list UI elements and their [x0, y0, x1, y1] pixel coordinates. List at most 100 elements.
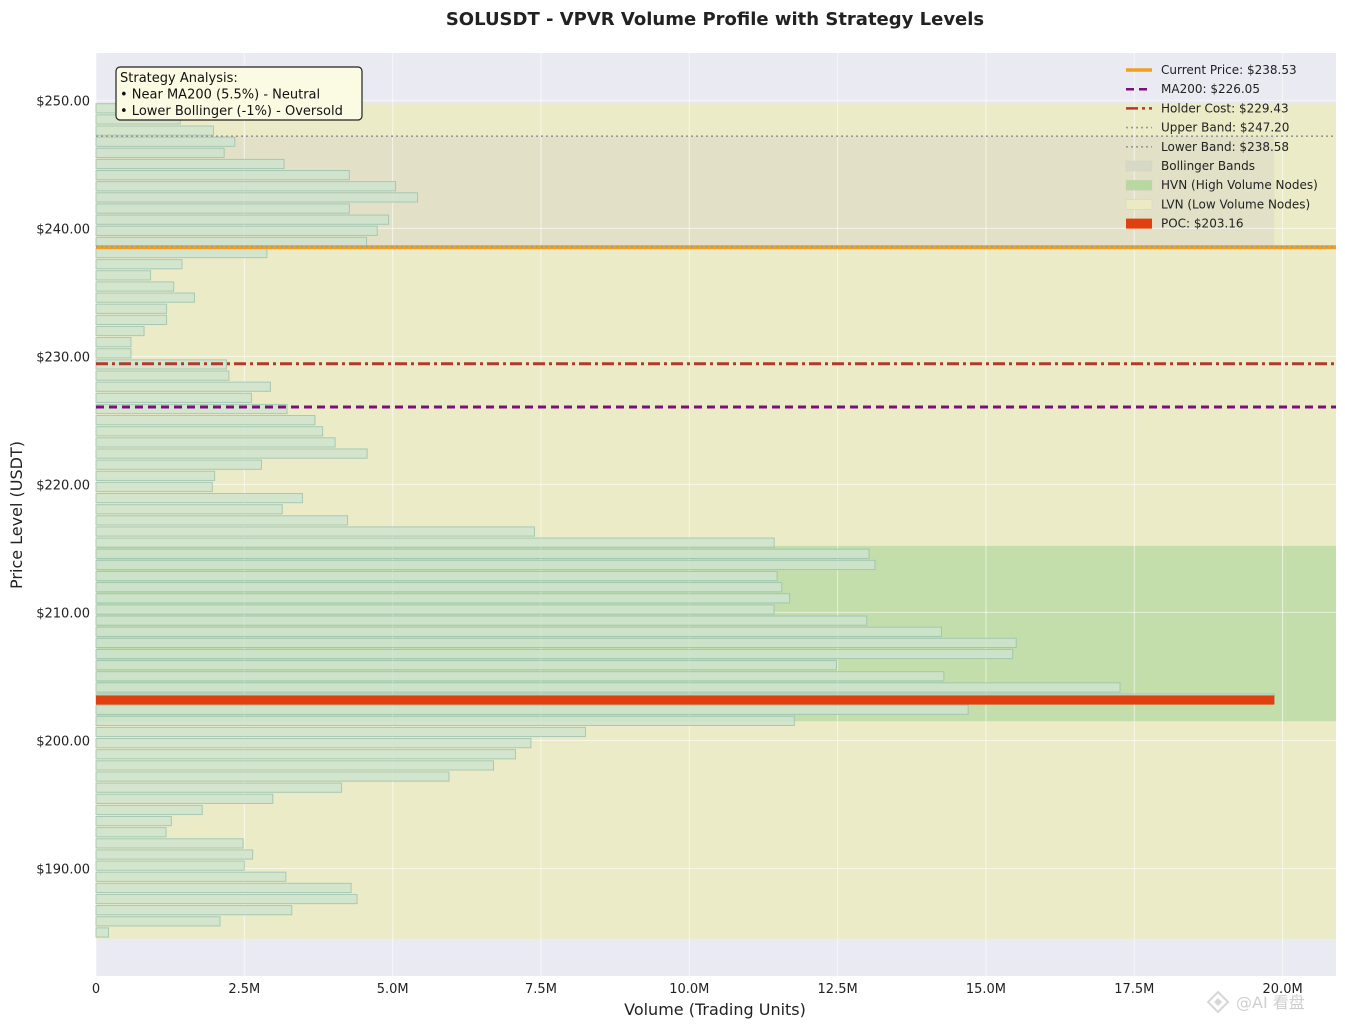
legend-item: Current Price: $238.53	[1126, 63, 1297, 77]
watermark-logo-icon	[1206, 990, 1230, 1014]
legend-label: HVN (High Volume Nodes)	[1161, 178, 1318, 192]
volume-bar	[95, 493, 303, 504]
x-tick-label: 0	[92, 982, 100, 997]
legend-swatch	[1126, 218, 1152, 229]
volume-bar	[95, 593, 791, 604]
volume-bar	[95, 882, 352, 894]
y-axis-label: Price Level (USDT)	[7, 441, 26, 589]
x-tick-label: 2.5M	[228, 982, 260, 997]
volume-bar	[95, 626, 942, 637]
legend-label: POC: $203.16	[1161, 217, 1244, 231]
legend-item: Upper Band: $247.20	[1126, 121, 1289, 135]
volume-bar	[95, 749, 516, 760]
volume-bar	[95, 203, 350, 214]
volume-bar	[95, 782, 343, 793]
x-tick-label: 5.0M	[377, 982, 409, 997]
legend-item: HVN (High Volume Nodes)	[1125, 178, 1318, 192]
volume-bar	[95, 715, 795, 726]
legend-swatch	[1125, 160, 1153, 172]
legend-item: POC: $203.16	[1126, 217, 1244, 231]
volume-bar	[95, 325, 145, 337]
volume-bar	[95, 158, 285, 170]
legend-item: Bollinger Bands	[1125, 159, 1255, 173]
y-tick-label: $220.00	[36, 478, 90, 493]
legend-swatch	[1125, 179, 1153, 191]
volume-bar	[95, 871, 287, 882]
x-tick-label: 15.0M	[966, 982, 1006, 997]
annotation-box	[115, 66, 363, 121]
legend-label: Upper Band: $247.20	[1161, 121, 1289, 135]
volume-bar	[95, 504, 283, 515]
volume-bar	[95, 860, 245, 871]
legend-item: LVN (Low Volume Nodes)	[1125, 197, 1310, 211]
volume-bar	[95, 247, 268, 259]
volume-bar	[95, 760, 495, 771]
volume-bar	[95, 726, 586, 738]
x-tick-label: 20.0M	[1263, 982, 1303, 997]
volume-bar	[95, 403, 288, 415]
volume-bar	[95, 292, 195, 303]
volume-bar	[95, 804, 203, 816]
volume-bar	[95, 181, 397, 192]
volume-bar	[95, 459, 263, 470]
volume-bar	[95, 704, 969, 715]
volume-bar	[95, 370, 230, 381]
legend-swatch	[1125, 199, 1153, 210]
volume-bar	[95, 236, 368, 248]
volume-bar	[95, 281, 175, 292]
volume-bar	[95, 637, 1017, 649]
legend-label: LVN (Low Volume Nodes)	[1161, 197, 1310, 211]
annotation-line: Strategy Analysis:	[120, 71, 238, 86]
volume-bar	[95, 648, 1014, 660]
volume-bar	[95, 927, 109, 938]
volume-bar	[95, 916, 221, 927]
volume-bar	[95, 470, 216, 481]
legend-item: MA200: $226.05	[1126, 82, 1260, 96]
watermark-text: @AI 看盘	[1236, 993, 1305, 1012]
volume-bar	[95, 303, 168, 314]
volume-bar	[95, 827, 167, 838]
volume-bar	[95, 170, 350, 181]
level-lines-layer	[96, 135, 1336, 409]
volume-bar	[95, 381, 271, 392]
volume-bar	[95, 314, 168, 326]
legend: Current Price: $238.53 MA200: $226.05 Hold…	[1125, 63, 1318, 231]
volume-bar	[95, 548, 870, 559]
volume-bar	[95, 738, 532, 749]
legend-label: MA200: $226.05	[1161, 82, 1260, 96]
volume-bar	[95, 192, 419, 203]
volume-bar	[95, 537, 775, 548]
volume-bar	[95, 582, 783, 593]
chart-title: SOLUSDT - VPVR Volume Profile with Strat…	[446, 9, 984, 30]
volume-bar	[95, 526, 535, 537]
y-tick-label: $200.00	[36, 734, 90, 749]
x-tick-label: 7.5M	[525, 982, 557, 997]
volume-bar	[95, 515, 349, 526]
volume-bar	[95, 337, 132, 348]
volume-bar	[95, 392, 252, 403]
legend-label: Current Price: $238.53	[1161, 63, 1297, 77]
volume-bar	[95, 793, 274, 804]
poc-bar	[96, 695, 1275, 705]
volume-bar	[95, 426, 324, 437]
volume-bar	[95, 905, 293, 916]
legend-item: Holder Cost: $229.43	[1126, 101, 1289, 115]
volume-bar	[95, 270, 152, 281]
watermark: @AI 看盘	[1206, 990, 1305, 1014]
volume-bar	[95, 849, 254, 860]
x-axis-label: Volume (Trading Units)	[624, 1000, 806, 1019]
x-tick-label: 12.5M	[818, 982, 858, 997]
legend-label: Bollinger Bands	[1161, 159, 1255, 173]
y-tick-label: $210.00	[36, 606, 90, 621]
volume-bar	[95, 682, 1121, 693]
x-axis-ticks: 0 2.5M 5.0M 7.5M 10.0M 12.5M 15.0M 17.5M 20.0M	[92, 982, 1303, 997]
bars-layer	[95, 103, 1275, 938]
volume-bar	[95, 214, 389, 225]
annotation-line: • Lower Bollinger (-1%) - Oversold	[120, 104, 343, 119]
volume-bar	[95, 147, 225, 158]
y-tick-label: $190.00	[36, 862, 90, 877]
legend-item: Lower Band: $238.58	[1126, 140, 1289, 154]
volume-bar	[95, 136, 236, 147]
volume-bar	[95, 259, 183, 270]
